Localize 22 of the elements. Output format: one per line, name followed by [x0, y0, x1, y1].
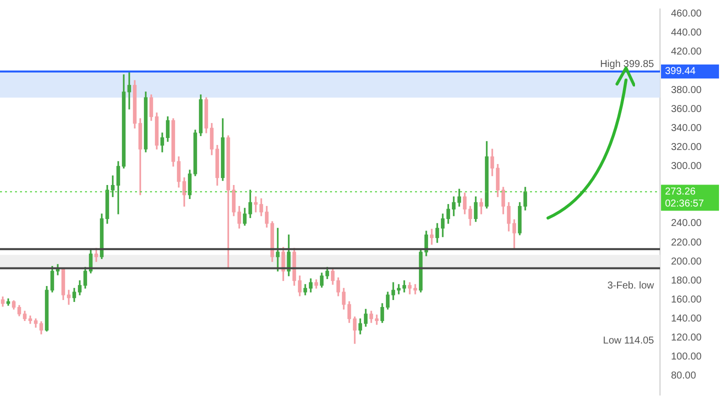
y-tick-label: 80.00	[671, 370, 696, 382]
annotation: High 399.85	[600, 58, 654, 70]
y-tick-label: 320.00	[671, 142, 702, 153]
y-tick-label: 360.00	[671, 104, 702, 115]
y-tick-label: 380.00	[671, 84, 702, 96]
y-tick-label: 220.00	[671, 237, 702, 248]
y-tick-label: 160.00	[671, 294, 702, 306]
ref-line-label: 273.26 02:36:57	[665, 186, 704, 210]
y-tick-label: 140.00	[671, 314, 702, 325]
y-tick-label: 180.00	[671, 275, 702, 286]
y-tick-label: 200.00	[671, 256, 702, 268]
y-tick-label: 420.00	[671, 46, 702, 58]
y-tick-label: 340.00	[671, 122, 702, 134]
y-tick-label: 240.00	[671, 218, 702, 230]
ref-line-label: 399.44	[665, 66, 696, 78]
y-tick-label: 100.00	[671, 352, 702, 363]
annotation: 3-Feb. low	[607, 280, 655, 292]
y-tick-label: 460.00	[671, 8, 702, 20]
y-tick-label: 300.00	[671, 161, 702, 172]
annotation: Low 114.05	[603, 336, 654, 347]
y-tick-label: 120.00	[671, 332, 702, 344]
y-tick-label: 440.00	[671, 28, 702, 39]
